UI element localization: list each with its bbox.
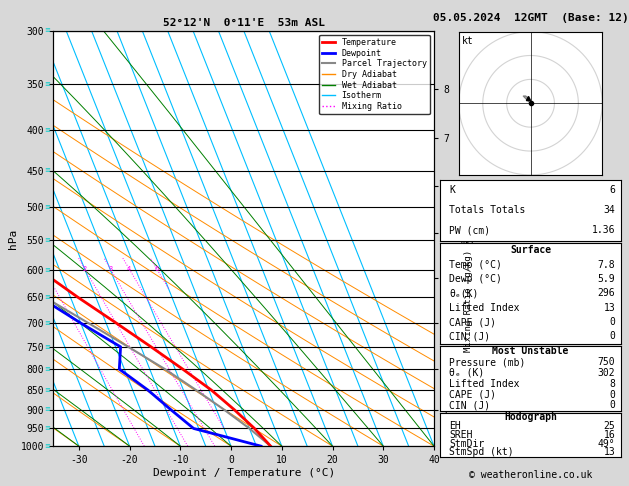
Text: 0: 0 [610,389,615,399]
Text: 2: 2 [82,266,87,272]
Legend: Temperature, Dewpoint, Parcel Trajectory, Dry Adiabat, Wet Adiabat, Isotherm, Mi: Temperature, Dewpoint, Parcel Trajectory… [319,35,430,114]
Text: ≡: ≡ [44,320,50,326]
Text: 5.9: 5.9 [598,274,615,284]
Y-axis label: hPa: hPa [8,228,18,248]
Text: Hodograph: Hodograph [504,413,557,422]
Text: ≡: ≡ [44,168,50,174]
Text: 750: 750 [598,357,615,367]
Text: ≡: ≡ [44,204,50,210]
Text: 0: 0 [610,331,615,342]
Text: K: K [449,185,455,195]
Text: Temp (°C): Temp (°C) [449,260,502,270]
Text: ≡: ≡ [44,387,50,393]
Text: ≡: ≡ [44,127,50,133]
Text: 4: 4 [127,266,131,272]
Text: 05.05.2024  12GMT  (Base: 12): 05.05.2024 12GMT (Base: 12) [433,13,628,23]
Text: Dewp (°C): Dewp (°C) [449,274,502,284]
Text: Pressure (mb): Pressure (mb) [449,357,526,367]
Text: LCL: LCL [442,431,457,440]
Text: 8: 8 [610,379,615,389]
Text: ≡: ≡ [44,366,50,372]
Text: ≡: ≡ [44,237,50,243]
Text: 13: 13 [604,303,615,312]
Text: ≡: ≡ [44,425,50,432]
Text: Surface: Surface [510,245,551,255]
Text: 3: 3 [108,266,113,272]
Text: 1.36: 1.36 [592,226,615,235]
X-axis label: Dewpoint / Temperature (°C): Dewpoint / Temperature (°C) [153,468,335,478]
Text: 6: 6 [610,185,615,195]
Text: Totals Totals: Totals Totals [449,205,526,215]
Text: CIN (J): CIN (J) [449,400,491,410]
Text: 0: 0 [610,400,615,410]
Text: © weatheronline.co.uk: © weatheronline.co.uk [469,470,593,480]
Text: θₑ(K): θₑ(K) [449,288,479,298]
Text: 7.8: 7.8 [598,260,615,270]
Text: Most Unstable: Most Unstable [493,347,569,356]
Text: 16: 16 [604,430,615,440]
Text: PW (cm): PW (cm) [449,226,491,235]
Text: 0: 0 [610,317,615,327]
Text: 34: 34 [604,205,615,215]
Text: CIN (J): CIN (J) [449,331,491,342]
Text: ≡: ≡ [44,295,50,300]
Text: 6: 6 [155,266,159,272]
Text: ≡: ≡ [44,443,50,449]
Text: ≡: ≡ [44,407,50,413]
Text: Mixing Ratio (g/kg): Mixing Ratio (g/kg) [464,250,473,352]
Text: StmSpd (kt): StmSpd (kt) [449,448,514,457]
Text: ≡: ≡ [44,344,50,350]
Title: 52°12'N  0°11'E  53m ASL: 52°12'N 0°11'E 53m ASL [163,18,325,29]
Text: SREH: SREH [449,430,473,440]
Text: EH: EH [449,421,461,431]
Text: Lifted Index: Lifted Index [449,303,520,312]
Text: Lifted Index: Lifted Index [449,379,520,389]
Y-axis label: km
ASL: km ASL [460,227,477,249]
Text: ≡: ≡ [44,28,50,34]
Text: 13: 13 [604,448,615,457]
Text: StmDir: StmDir [449,439,484,449]
Text: CAPE (J): CAPE (J) [449,389,496,399]
Text: 302: 302 [598,368,615,378]
Text: kt: kt [462,36,474,46]
Text: 25: 25 [604,421,615,431]
Text: 296: 296 [598,288,615,298]
Text: ≡: ≡ [44,267,50,273]
Text: ≡: ≡ [44,81,50,87]
Text: 49°: 49° [598,439,615,449]
Text: θₑ (K): θₑ (K) [449,368,484,378]
Text: CAPE (J): CAPE (J) [449,317,496,327]
